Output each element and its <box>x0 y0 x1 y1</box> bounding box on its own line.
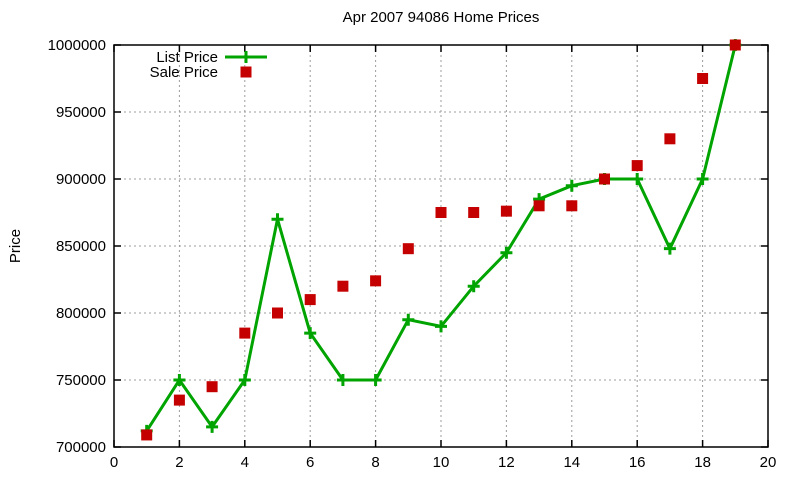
series-list-price-point-marker <box>696 173 709 185</box>
axis-ticks <box>113 44 769 448</box>
series-sale-price-point-marker <box>272 307 283 319</box>
x-tick-label: 20 <box>760 454 777 471</box>
series-list-price-point-marker <box>663 242 676 255</box>
x-tick-label: 10 <box>433 454 450 471</box>
series-sale-price-point-marker <box>533 200 545 212</box>
x-tick-label: 12 <box>498 454 515 471</box>
series-list-price-point-marker <box>467 280 480 293</box>
x-tick-label: 4 <box>241 454 249 471</box>
series-list-price-point-marker <box>206 420 219 433</box>
series-sale-price-point-marker <box>337 280 349 292</box>
series-sale-price-point-marker <box>304 294 316 306</box>
y-tick-label: 850000 <box>56 238 106 255</box>
series-list-price-point-marker <box>435 320 447 333</box>
legend-sale-price-sample-marker <box>240 66 252 78</box>
series-sale-price <box>141 39 741 441</box>
series-list-price-point-marker <box>402 313 415 326</box>
x-tick-label: 8 <box>371 454 379 471</box>
x-tick-label: 16 <box>629 454 646 471</box>
series-list-price-point-marker <box>565 179 578 192</box>
series-sale-price-point-marker <box>402 243 414 255</box>
series-list-price-point-marker <box>271 213 284 226</box>
chart-title: Apr 2007 94086 Home Prices <box>343 9 540 26</box>
series-sale-price-point-marker <box>141 429 153 441</box>
series-sale-price-point-marker <box>566 200 578 212</box>
series-list-price-point-marker <box>336 374 349 386</box>
axis-labels: 0 2 4 6 8 10 12 14 16 18 20 700000 750000 800000 85000… <box>48 37 777 471</box>
y-tick-label: 750000 <box>56 372 106 389</box>
legend-list-price-sample-marker <box>240 51 252 63</box>
series-list-price-point-marker <box>304 327 317 340</box>
series-sale-price-point-marker <box>664 133 676 145</box>
x-tick-label: 6 <box>306 454 314 471</box>
x-tick-label: 0 <box>110 454 118 471</box>
y-tick-label: 800000 <box>56 305 106 322</box>
y-tick-label: 950000 <box>56 104 106 121</box>
series-sale-price-point-marker <box>206 381 218 393</box>
series-sale-price-point-marker <box>239 327 251 339</box>
x-tick-label: 14 <box>563 454 580 471</box>
series-sale-price-point-marker <box>697 73 709 84</box>
series-sale-price-point-marker <box>370 275 382 287</box>
series-list-price-point-marker <box>369 374 382 386</box>
x-tick-label: 18 <box>694 454 711 471</box>
series-sale-price-point-marker <box>435 207 447 218</box>
series-list-price-point-marker <box>631 173 644 185</box>
x-tick-label: 2 <box>175 454 183 471</box>
series-sale-price-point-marker <box>599 173 610 185</box>
series-list-price-point-marker <box>173 374 186 386</box>
series-sale-price-point-marker <box>729 39 741 51</box>
series-sale-price-point-marker <box>173 394 185 406</box>
series-list-price-point-marker <box>500 246 513 259</box>
series-sale-price-point-marker <box>631 160 643 172</box>
y-tick-label: 1000000 <box>48 37 106 54</box>
y-tick-label: 700000 <box>56 439 106 456</box>
grid <box>114 45 768 447</box>
y-tick-label: 900000 <box>56 171 106 188</box>
legend-sale-price-label: Sale Price <box>150 64 218 81</box>
series-sale-price-point-marker <box>500 205 512 217</box>
legend-list-price-label: List Price <box>156 49 218 66</box>
y-axis-title: Price <box>7 229 24 263</box>
series-list-price-point-marker <box>238 374 251 386</box>
series-sale-price-point-marker <box>468 207 480 218</box>
